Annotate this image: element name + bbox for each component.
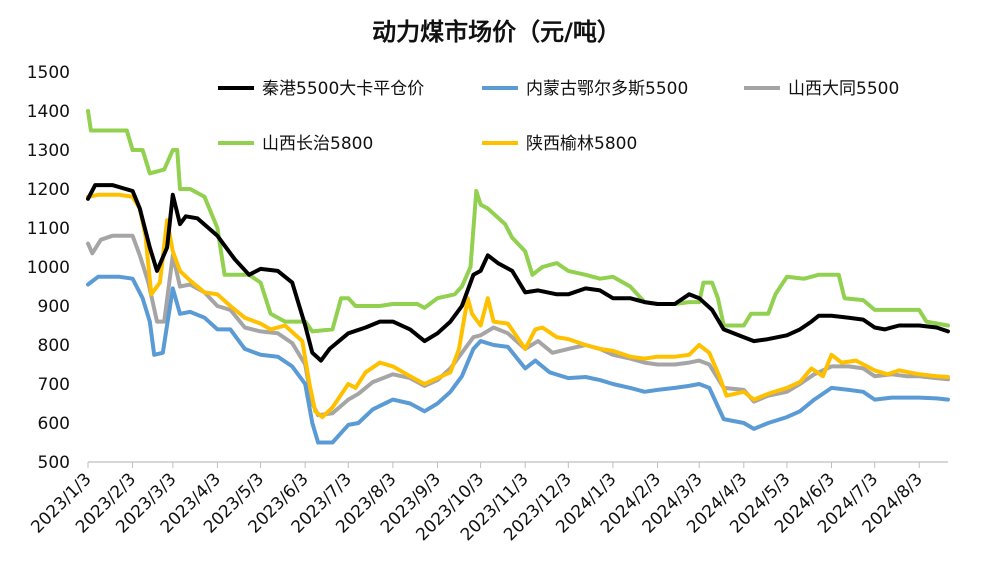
series-line xyxy=(86,109,950,334)
y-tick-label: 500 xyxy=(38,453,70,473)
series-line xyxy=(86,233,950,418)
legend-label: 山西大同5500 xyxy=(788,79,899,99)
y-tick-label: 600 xyxy=(38,414,70,434)
series-line xyxy=(86,274,950,445)
y-tick-label: 1500 xyxy=(27,63,70,83)
y-tick-label: 900 xyxy=(38,297,70,317)
y-tick-label: 1400 xyxy=(27,102,70,122)
series-line xyxy=(86,183,950,363)
y-tick-label: 1100 xyxy=(27,219,70,239)
series-line xyxy=(86,192,950,420)
y-tick-label: 1000 xyxy=(27,258,70,278)
legend-label: 内蒙古鄂尔多斯5500 xyxy=(526,79,688,99)
chart-title: 动力煤市场价（元/吨） xyxy=(372,18,621,46)
y-tick-label: 800 xyxy=(38,336,70,356)
y-tick-label: 1300 xyxy=(27,141,70,161)
legend-label: 山西长治5800 xyxy=(262,134,373,154)
y-tick-label: 1200 xyxy=(27,180,70,200)
legend-label: 秦港5500大卡平仓价 xyxy=(262,79,424,99)
y-tick-label: 700 xyxy=(38,375,70,395)
legend-label: 陕西榆林5800 xyxy=(526,134,637,154)
